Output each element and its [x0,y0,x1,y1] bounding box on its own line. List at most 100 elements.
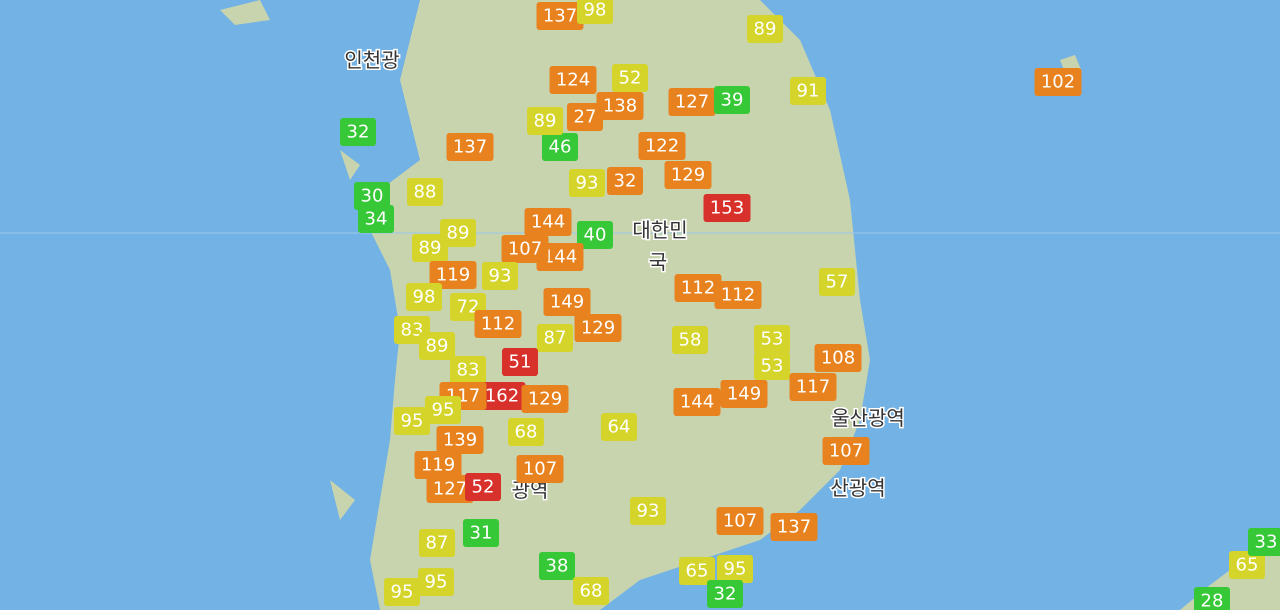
aqi-marker[interactable]: 98 [406,283,442,311]
marker-value: 95 [432,400,455,421]
marker-box [714,281,762,309]
aqi-marker[interactable]: 51 [502,348,538,376]
aqi-marker[interactable]: 112 [674,274,722,302]
aqi-marker[interactable]: 95 [425,396,461,424]
marker-value: 40 [584,225,607,246]
aqi-marker[interactable]: 83 [450,356,486,384]
aqi-marker[interactable]: 87 [537,324,573,352]
marker-box [537,324,573,352]
aqi-marker[interactable]: 53 [754,325,790,353]
marker-box [569,169,605,197]
aqi-marker[interactable]: 137 [536,2,584,30]
marker-box [524,208,572,236]
aqi-marker[interactable]: 34 [358,205,394,233]
aqi-marker[interactable]: 68 [573,577,609,605]
marker-box [577,221,613,249]
marker-value: 34 [365,209,388,230]
aqi-marker[interactable]: 65 [1229,551,1265,579]
aqi-marker[interactable]: 89 [747,15,783,43]
aqi-marker[interactable]: 88 [407,178,443,206]
aqi-marker[interactable]: 93 [569,169,605,197]
aqi-marker[interactable]: 153 [703,194,751,222]
aqi-marker[interactable]: 28 [1194,587,1230,610]
marker-box [340,118,376,146]
aqi-marker[interactable]: 95 [394,407,430,435]
marker-value: 95 [724,559,747,580]
marker-value: 95 [401,411,424,432]
aqi-marker[interactable]: 38 [539,552,575,580]
marker-value: 144 [543,247,577,268]
aqi-marker[interactable]: 144 [673,388,721,416]
aqi-marker[interactable]: 112 [474,310,522,338]
aqi-marker[interactable]: 108 [814,344,862,372]
aqi-marker[interactable]: 39 [714,86,750,114]
aqi-marker[interactable]: 95 [418,568,454,596]
marker-box [539,552,575,580]
aqi-marker[interactable]: 64 [601,413,637,441]
aqi-marker[interactable]: 52 [612,64,648,92]
aqi-marker[interactable]: 65 [679,557,715,585]
aqi-marker[interactable]: 117 [789,373,837,401]
aqi-marker[interactable]: 32 [607,167,643,195]
marker-value: 53 [761,329,784,350]
aqi-marker[interactable]: 93 [482,262,518,290]
marker-box [638,132,686,160]
aqi-marker[interactable]: 149 [543,288,591,316]
aqi-marker[interactable]: 107 [501,235,549,263]
aqi-marker[interactable]: 137 [446,133,494,161]
aqi-marker[interactable]: 119 [414,451,462,479]
aqi-marker[interactable]: 68 [508,418,544,446]
aqi-marker[interactable]: 95 [384,578,420,606]
aqi-marker[interactable]: 87 [419,529,455,557]
aqi-marker[interactable]: 129 [521,385,569,413]
aqi-marker[interactable]: 32 [707,580,743,608]
aqi-marker[interactable]: 58 [672,326,708,354]
aqi-marker[interactable]: 40 [577,221,613,249]
aqi-marker[interactable]: 129 [664,161,712,189]
aqi-marker[interactable]: 122 [638,132,686,160]
aqi-marker[interactable]: 162 [478,382,526,410]
aqi-marker[interactable]: 127 [426,475,474,503]
aqi-marker[interactable]: 119 [429,261,477,289]
aqi-marker[interactable]: 138 [596,92,644,120]
aqi-marker[interactable]: 27 [567,103,603,131]
aqi-marker[interactable]: 89 [419,332,455,360]
aqi-marker[interactable]: 144 [524,208,572,236]
aqi-marker[interactable]: 30 [354,182,390,210]
aqi-marker[interactable]: 112 [714,281,762,309]
aqi-marker[interactable]: 91 [790,77,826,105]
aqi-marker[interactable]: 139 [436,426,484,454]
aqi-marker[interactable]: 32 [340,118,376,146]
aqi-marker[interactable]: 52 [465,473,501,501]
marker-value: 112 [721,285,755,306]
aqi-marker[interactable]: 46 [542,133,578,161]
marker-value: 137 [777,517,811,538]
aqi-marker[interactable]: 33 [1248,528,1280,556]
aqi-marker[interactable]: 89 [527,107,563,135]
aqi-marker[interactable]: 107 [516,455,564,483]
aqi-marker[interactable]: 127 [668,88,716,116]
aqi-marker[interactable]: 107 [822,437,870,465]
marker-value: 127 [675,92,709,113]
marker-value: 138 [603,96,637,117]
marker-box [429,261,477,289]
aqi-marker[interactable]: 149 [720,380,768,408]
aqi-marker[interactable]: 31 [463,519,499,547]
aqi-marker[interactable]: 89 [412,234,448,262]
aqi-marker[interactable]: 53 [754,352,790,380]
aqi-marker[interactable]: 93 [630,497,666,525]
aqi-marker[interactable]: 98 [577,0,613,24]
aqi-marker[interactable]: 95 [717,555,753,583]
aqi-marker[interactable]: 102 [1034,68,1082,96]
marker-value: 137 [453,137,487,158]
aqi-marker[interactable]: 107 [716,507,764,535]
marker-box [567,103,603,131]
aqi-marker[interactable]: 137 [770,513,818,541]
marker-value: 162 [485,386,519,407]
aqi-marker[interactable]: 124 [549,66,597,94]
marker-box [819,268,855,296]
aqi-marker[interactable]: 57 [819,268,855,296]
marker-value: 149 [550,292,584,313]
aqi-marker[interactable]: 129 [574,314,622,342]
aqi-marker[interactable]: 89 [440,219,476,247]
